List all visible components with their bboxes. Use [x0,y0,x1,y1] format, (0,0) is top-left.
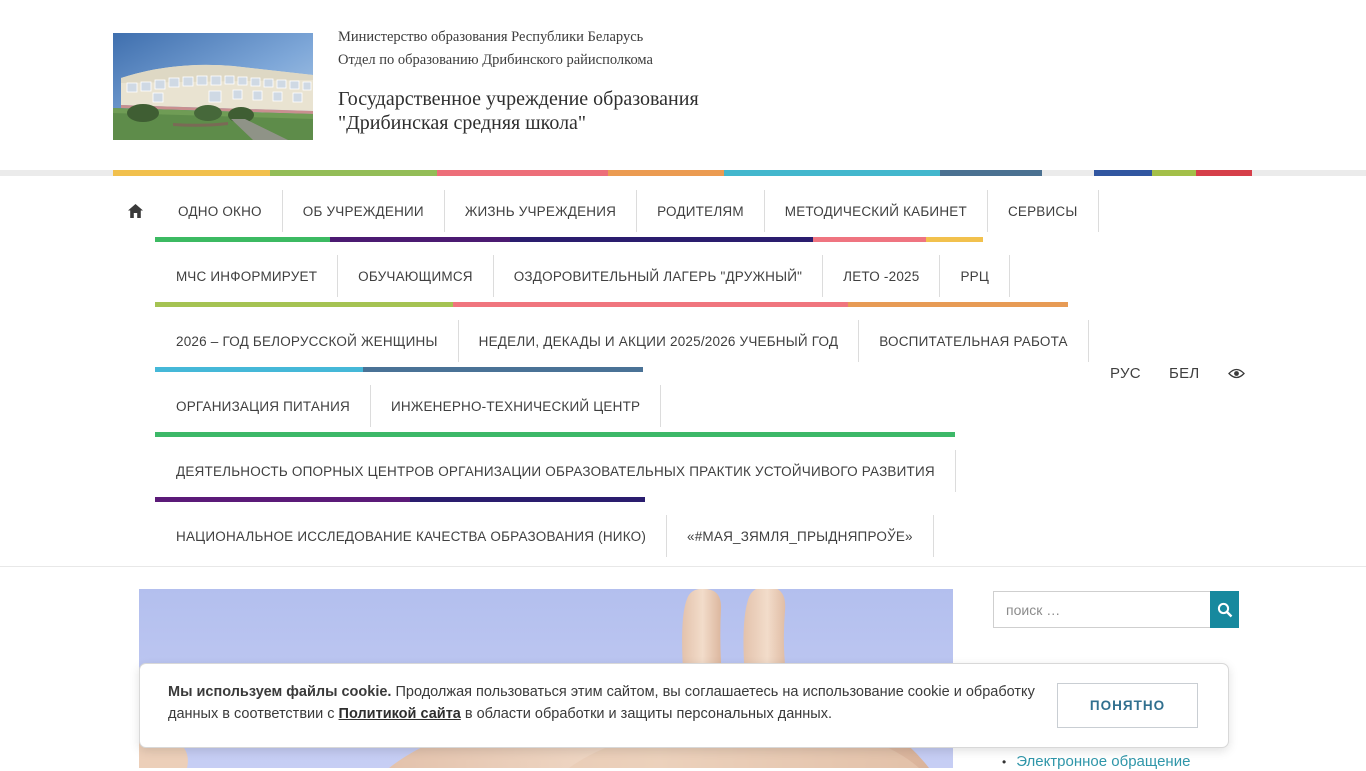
menu-item[interactable]: РОДИТЕЛЯМ [637,190,765,232]
home-icon [128,204,143,218]
school-building-illustration [113,33,313,140]
menu-item[interactable]: МЕТОДИЧЕСКИЙ КАБИНЕТ [765,190,988,232]
school-logo-photo [113,33,313,140]
stripe-segment [608,170,724,176]
stripe-segment [155,237,330,242]
stripe-segment [510,237,813,242]
cookie-accept-button[interactable]: ПОНЯТНО [1057,683,1198,728]
search-form [993,591,1239,628]
stripe-segment [410,497,645,502]
stripe-segment [1196,170,1252,176]
stripe-segment [724,170,940,176]
menu-item[interactable]: 2026 – ГОД БЕЛОРУССКОЙ ЖЕНЩИНЫ [156,320,459,362]
cookie-bold-intro: Мы используем файлы cookie. [168,684,391,700]
language-nav: РУС БЕЛ [1096,360,1259,386]
cookie-consent-banner: Мы используем файлы cookie. Продолжая по… [139,663,1229,748]
menu-item[interactable]: ОЗДОРОВИТЕЛЬНЫЙ ЛАГЕРЬ "ДРУЖНЫЙ" [494,255,823,297]
menu-item[interactable]: НЕДЕЛИ, ДЕКАДЫ И АКЦИИ 2025/2026 УЧЕБНЫЙ… [459,320,860,362]
site-title-line2: "Дрибинская средняя школа" [338,112,699,136]
cookie-text-after-link: в области обработки и защиты персональны… [461,706,832,722]
menu-item[interactable]: ОБУЧАЮЩИМСЯ [338,255,494,297]
menu-item[interactable]: СЕРВИСЫ [988,190,1099,232]
menu-row: ДЕЯТЕЛЬНОСТЬ ОПОРНЫХ ЦЕНТРОВ ОРГАНИЗАЦИИ… [156,450,956,492]
site-title-line1: Государственное учреждение образования [338,88,699,112]
menu-item[interactable]: ЖИЗНЬ УЧРЕЖДЕНИЯ [445,190,637,232]
menu-row-stripe [155,367,643,372]
menu-item[interactable]: «#МАЯ_ЗЯМЛЯ_ПРЫДНЯПРОЎЕ» [667,515,934,557]
stripe-segment [155,302,453,307]
stripe-segment [113,170,270,176]
menu-item-home[interactable] [113,190,158,232]
stripe-segment [848,302,1068,307]
menu-item[interactable]: ОБ УЧРЕЖДЕНИИ [283,190,445,232]
menu-item[interactable]: РРЦ [940,255,1010,297]
menu-item[interactable]: ОДНО ОКНО [158,190,283,232]
stripe-segment [330,237,510,242]
menu-row-stripe [113,170,1252,176]
lang-bel-link[interactable]: БЕЛ [1155,365,1214,382]
cookie-text: Мы используем файлы cookie. Продолжая по… [168,682,1048,725]
sidebar-list-item: Электронное обращение [1002,753,1190,771]
department-line: Отдел по образованию Дрибинского райиспо… [338,52,653,69]
menu-item[interactable]: ИНЖЕНЕРНО-ТЕХНИЧЕСКИЙ ЦЕНТР [371,385,661,427]
menu-row-stripe [155,302,1068,307]
menu-item[interactable]: ЛЕТО -2025 [823,255,940,297]
stripe-segment [1152,170,1196,176]
stripe-segment [270,170,437,176]
stripe-segment [1042,170,1094,176]
menu-row: НАЦИОНАЛЬНОЕ ИССЛЕДОВАНИЕ КАЧЕСТВА ОБРАЗ… [156,515,934,557]
search-button[interactable] [1210,591,1239,628]
stripe-segment [940,170,1042,176]
visually-impaired-toggle[interactable] [1214,367,1259,380]
stripe-segment [363,367,643,372]
search-icon [1217,602,1233,618]
stripe-segment [155,497,410,502]
menu-item[interactable]: ДЕЯТЕЛЬНОСТЬ ОПОРНЫХ ЦЕНТРОВ ОРГАНИЗАЦИИ… [156,450,956,492]
sidebar-link[interactable]: Электронное обращение [1016,753,1190,770]
content-divider [0,566,1366,567]
search-input[interactable] [993,591,1210,628]
stripe-segment [437,170,608,176]
stripe-segment [155,432,955,437]
menu-item[interactable]: МЧС ИНФОРМИРУЕТ [156,255,338,297]
menu-item[interactable]: ОРГАНИЗАЦИЯ ПИТАНИЯ [156,385,371,427]
stripe-segment [1094,170,1152,176]
menu-row-stripe [155,237,983,242]
lang-rus-link[interactable]: РУС [1096,365,1155,382]
menu-item[interactable]: НАЦИОНАЛЬНОЕ ИССЛЕДОВАНИЕ КАЧЕСТВА ОБРАЗ… [156,515,667,557]
ministry-line: Министерство образования Республики Бела… [338,29,643,46]
stripe-segment [926,237,983,242]
eye-icon [1228,367,1245,380]
site-title: Государственное учреждение образования "… [338,88,699,135]
stripe-segment [813,237,926,242]
site-policy-link[interactable]: Политикой сайта [339,706,461,722]
menu-row-stripe [155,497,645,502]
stripe-segment [453,302,848,307]
menu-row-stripe [155,432,955,437]
menu-item[interactable]: ВОСПИТАТЕЛЬНАЯ РАБОТА [859,320,1089,362]
stripe-segment [155,367,363,372]
